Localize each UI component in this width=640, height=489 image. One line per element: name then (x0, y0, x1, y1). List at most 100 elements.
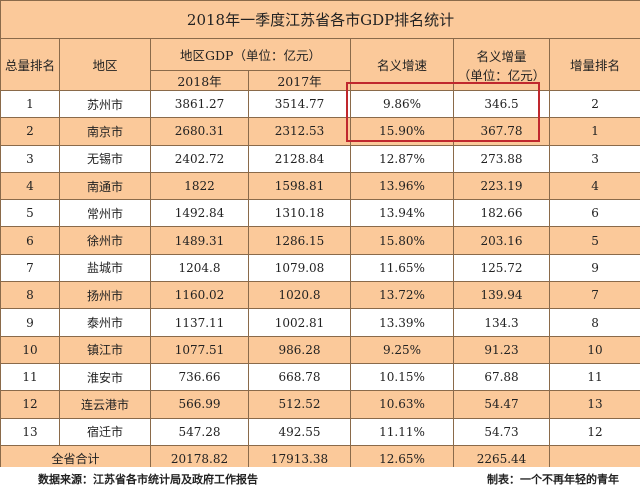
increase-cell: 367.78 (453, 117, 550, 146)
increase-rank-cell: 6 (548, 199, 640, 228)
growth-cell: 10.15% (350, 362, 454, 392)
table-row: 13 宿迁市 547.28 492.55 11.11% 54.73 12 (0, 417, 640, 446)
gdp-2017-cell: 2312.53 (248, 117, 351, 146)
growth-cell: 12.87% (350, 144, 454, 173)
increase-cell: 139.94 (453, 281, 550, 310)
increase-cell: 91.23 (453, 335, 550, 364)
table-maker: 制表：一个不再年轻的青年 (487, 473, 619, 486)
region-cell: 连云港市 (59, 390, 151, 419)
gdp-2018-cell: 3861.27 (150, 89, 249, 119)
header-growth-rate: 名义增速 (350, 38, 454, 91)
table-row: 6 徐州市 1489.31 1286.15 15.80% 203.16 5 (0, 226, 640, 255)
gdp-2017-cell: 1598.81 (248, 171, 351, 201)
growth-cell: 9.86% (350, 89, 454, 119)
gdp-2018-cell: 1137.11 (150, 308, 249, 337)
region-cell: 徐州市 (59, 226, 151, 255)
region-cell: 盐城市 (59, 253, 151, 283)
increase-cell: 203.16 (453, 226, 550, 255)
footer: 数据来源：江苏省各市统计局及政府工作报告 制表：一个不再年轻的青年 (0, 467, 640, 489)
rank-cell: 5 (0, 199, 60, 228)
gdp-2018-cell: 2680.31 (150, 117, 249, 146)
region-cell: 南通市 (59, 171, 151, 201)
growth-cell: 9.25% (350, 335, 454, 364)
increase-rank-cell: 10 (548, 335, 640, 364)
increase-rank-cell: 5 (548, 226, 640, 255)
rank-cell: 3 (0, 144, 60, 173)
table-row: 1 苏州市 3861.27 3514.77 9.86% 346.5 2 (0, 89, 640, 119)
table-row: 8 扬州市 1160.02 1020.8 13.72% 139.94 7 (0, 281, 640, 310)
increase-cell: 125.72 (453, 253, 550, 283)
gdp-2018-cell: 2402.72 (150, 144, 249, 173)
table-row: 4 南通市 1822 1598.81 13.96% 223.19 4 (0, 171, 640, 201)
header-increase-rank: 增量排名 (548, 38, 640, 91)
rank-cell: 9 (0, 308, 60, 337)
increase-rank-cell: 4 (548, 171, 640, 201)
header-increase: 名义增量 （单位：亿元） (453, 38, 550, 91)
header-gdp-2018: 2018年 (150, 70, 249, 91)
region-cell: 苏州市 (59, 89, 151, 119)
region-cell: 常州市 (59, 199, 151, 228)
header-increase-line1: 名义增量 (476, 48, 527, 64)
table-row: 2 南京市 2680.31 2312.53 15.90% 367.78 1 (0, 117, 640, 146)
gdp-2017-cell: 668.78 (248, 362, 351, 392)
gdp-2017-cell: 3514.77 (248, 89, 351, 119)
growth-cell: 11.11% (350, 417, 454, 446)
increase-cell: 182.66 (453, 199, 550, 228)
growth-cell: 11.65% (350, 253, 454, 283)
increase-cell: 54.73 (453, 417, 550, 446)
increase-rank-cell: 1 (548, 117, 640, 146)
gdp-ranking-table: 2018年一季度江苏省各市GDP排名统计 总量排名 地区 地区GDP（单位：亿元… (0, 0, 640, 473)
header-gdp-group: 地区GDP（单位：亿元） (150, 38, 351, 71)
region-cell: 淮安市 (59, 362, 151, 392)
gdp-2018-cell: 1489.31 (150, 226, 249, 255)
increase-rank-cell: 13 (548, 390, 640, 419)
growth-cell: 15.90% (350, 117, 454, 146)
gdp-2017-cell: 1002.81 (248, 308, 351, 337)
increase-rank-cell: 11 (548, 362, 640, 392)
rank-cell: 10 (0, 335, 60, 364)
data-source: 数据来源：江苏省各市统计局及政府工作报告 (38, 473, 258, 486)
gdp-2018-cell: 1204.8 (150, 253, 249, 283)
table-row: 5 常州市 1492.84 1310.18 13.94% 182.66 6 (0, 199, 640, 228)
increase-rank-cell: 12 (548, 417, 640, 446)
rank-cell: 8 (0, 281, 60, 310)
gdp-2017-cell: 986.28 (248, 335, 351, 364)
rank-cell: 6 (0, 226, 60, 255)
gdp-2017-cell: 2128.84 (248, 144, 351, 173)
gdp-2017-cell: 1079.08 (248, 253, 351, 283)
table-row: 11 淮安市 736.66 668.78 10.15% 67.88 11 (0, 362, 640, 392)
rank-cell: 12 (0, 390, 60, 419)
growth-cell: 10.63% (350, 390, 454, 419)
increase-cell: 67.88 (453, 362, 550, 392)
rank-cell: 13 (0, 417, 60, 446)
table-title: 2018年一季度江苏省各市GDP排名统计 (0, 0, 640, 39)
table-row: 7 盐城市 1204.8 1079.08 11.65% 125.72 9 (0, 253, 640, 283)
growth-cell: 13.39% (350, 308, 454, 337)
table-row: 10 镇江市 1077.51 986.28 9.25% 91.23 10 (0, 335, 640, 364)
table-row: 12 连云港市 566.99 512.52 10.63% 54.47 13 (0, 390, 640, 419)
growth-cell: 13.94% (350, 199, 454, 228)
region-cell: 宿迁市 (59, 417, 151, 446)
gdp-2018-cell: 1492.84 (150, 199, 249, 228)
increase-rank-cell: 7 (548, 281, 640, 310)
region-cell: 泰州市 (59, 308, 151, 337)
growth-cell: 13.96% (350, 171, 454, 201)
increase-cell: 54.47 (453, 390, 550, 419)
rank-cell: 4 (0, 171, 60, 201)
header-region: 地区 (59, 38, 151, 91)
region-cell: 镇江市 (59, 335, 151, 364)
increase-rank-cell: 9 (548, 253, 640, 283)
gdp-2017-cell: 512.52 (248, 390, 351, 419)
rank-cell: 1 (0, 89, 60, 119)
growth-cell: 13.72% (350, 281, 454, 310)
gdp-2017-cell: 492.55 (248, 417, 351, 446)
rank-cell: 11 (0, 362, 60, 392)
increase-rank-cell: 8 (548, 308, 640, 337)
gdp-2018-cell: 736.66 (150, 362, 249, 392)
region-cell: 南京市 (59, 117, 151, 146)
gdp-2017-cell: 1020.8 (248, 281, 351, 310)
rank-cell: 2 (0, 117, 60, 146)
region-cell: 扬州市 (59, 281, 151, 310)
gdp-2018-cell: 566.99 (150, 390, 249, 419)
increase-cell: 346.5 (453, 89, 550, 119)
